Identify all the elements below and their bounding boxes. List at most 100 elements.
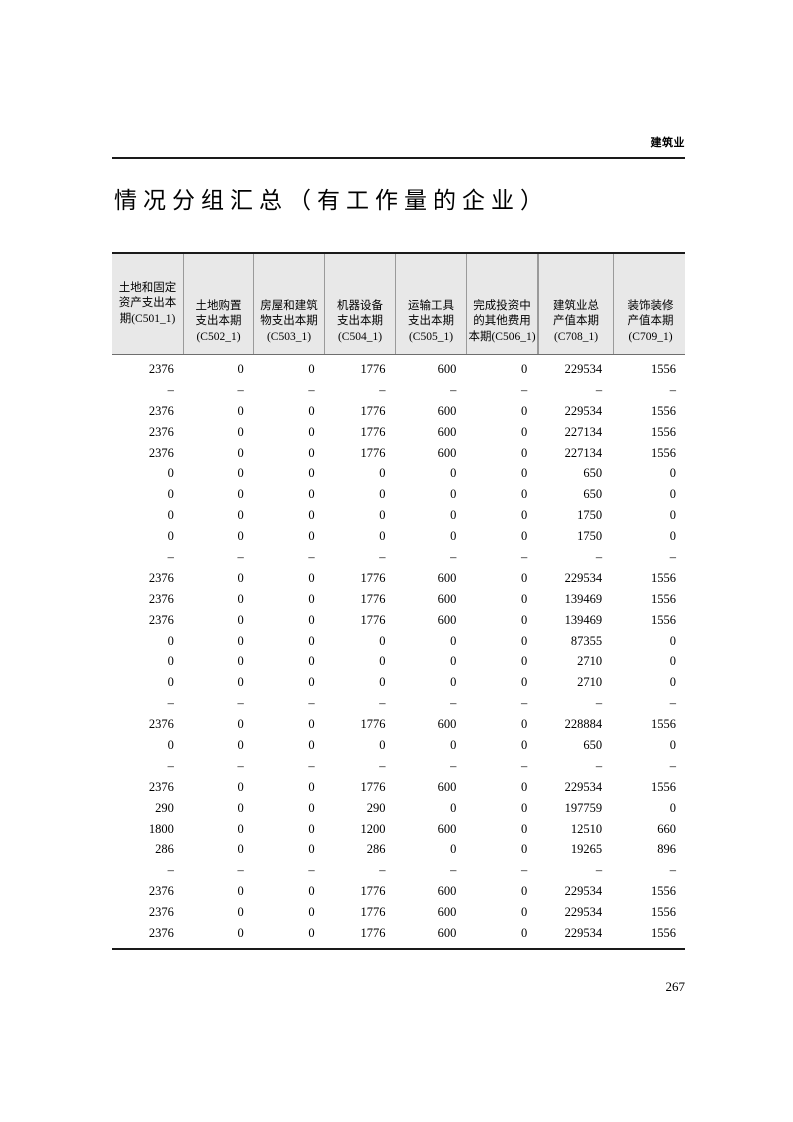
table-row: 2376 0 0 1776 600 0 229534 1556 [112, 902, 685, 923]
table-cell: 0 [308, 654, 315, 669]
table-cell: 650 [583, 466, 603, 481]
header-line: 土地和固定 [118, 281, 177, 294]
page-number: 267 [665, 979, 686, 994]
table-cell: 0 [669, 466, 676, 481]
table-cell: 0 [521, 445, 528, 460]
table-cell: 0 [237, 842, 244, 857]
table-cell: 0 [308, 508, 315, 523]
table-cell: – [521, 550, 528, 565]
table-cell: – [450, 758, 457, 773]
table-cell: – [669, 863, 676, 878]
page-title: 情况分组汇总（有工作量的企业） [114, 188, 549, 213]
table-cell: 600 [437, 424, 457, 439]
table-cell: 2376 [148, 612, 174, 627]
table-cell: 1556 [651, 717, 676, 732]
table-cell: 290 [155, 800, 174, 815]
header-line: 支出本期 [195, 315, 242, 327]
table-cell: 0 [450, 466, 457, 481]
header-line: 的其他费用 [473, 315, 531, 327]
header-line: 装饰装修 [627, 299, 674, 312]
table-cell: – [167, 758, 174, 773]
table-cell: 0 [237, 570, 244, 585]
table-cell: 600 [437, 779, 457, 794]
table-cell: 0 [669, 529, 676, 544]
table-row: 2376 0 0 1776 600 0 229534 1556 [112, 568, 685, 589]
table-cell: 0 [521, 403, 528, 418]
table-cell: – [167, 696, 174, 711]
table-row: 0 0 0 0 0 0 650 0 [112, 735, 685, 756]
table-row: 0 0 0 0 0 0 2710 0 [112, 651, 685, 672]
table-cell: 0 [669, 633, 676, 648]
table-cell: 600 [437, 570, 457, 585]
table-cell: 1556 [651, 612, 676, 627]
table-row: – – – – – – – – [112, 547, 685, 568]
header-line: 产值本期 [553, 315, 599, 327]
table-cell: 1556 [651, 591, 676, 606]
table-cell: 286 [366, 842, 386, 857]
table-cell: 0 [521, 884, 528, 899]
table-cell: 1556 [651, 779, 676, 794]
table-cell: 0 [379, 487, 386, 502]
table-cell: 0 [450, 487, 457, 502]
table-cell: 0 [450, 800, 457, 815]
table-cell: 1750 [577, 508, 603, 523]
table-cell: – [669, 696, 676, 711]
table-cell: 0 [308, 821, 315, 836]
table-cell: 600 [437, 926, 457, 941]
table-cell: – [237, 550, 244, 565]
table-cell: 2376 [148, 403, 174, 418]
table-row: 0 0 0 0 0 0 2710 0 [112, 672, 685, 693]
table-header-row: 土地和固定 资产支出本 期(C501_1) 土地购置 支出本期 (C502_1) 房屋和建筑… [112, 254, 685, 354]
table-cell: 1556 [651, 570, 676, 585]
table-cell: 1556 [651, 905, 676, 920]
table-cell: 0 [308, 842, 315, 857]
table-cell: 0 [237, 633, 244, 648]
table-cell: 197759 [564, 800, 603, 815]
table-cell: 0 [379, 633, 386, 648]
table-row: – – – – – – – – [112, 380, 685, 401]
header-line: 产值本期 [627, 315, 674, 327]
table-cell: 0 [308, 529, 315, 544]
table-cell: – [308, 758, 315, 773]
table-cell: 1776 [360, 403, 386, 418]
table-cell: – [595, 696, 603, 711]
table-cell: – [379, 382, 386, 397]
table-cell: – [237, 758, 244, 773]
table-cell: 0 [450, 738, 457, 753]
table-cell: 0 [521, 738, 528, 753]
header-line: (C503_1) [266, 330, 312, 343]
table-cell: 0 [237, 529, 244, 544]
table-cell: – [450, 863, 457, 878]
table-cell: – [669, 382, 676, 397]
table-cell: 0 [450, 633, 457, 648]
table-cell: 1750 [577, 529, 603, 544]
table-cell: 600 [437, 403, 457, 418]
table-row: 0 0 0 0 0 0 1750 0 [112, 526, 685, 547]
table-cell: 0 [308, 570, 315, 585]
table-cell: 0 [521, 424, 528, 439]
table-cell: 0 [308, 884, 315, 899]
table-row: 2376 0 0 1776 600 0 229534 1556 [112, 923, 685, 944]
table-cell: – [669, 550, 676, 565]
header-line: 资产支出本 [118, 297, 177, 310]
header-line: 本期(C506_1) [468, 330, 536, 343]
table-cell: 1556 [651, 884, 676, 899]
table-cell: 1556 [651, 362, 676, 376]
table-cell: 2376 [148, 884, 174, 899]
table-cell: 1200 [360, 821, 386, 836]
table-cell: 0 [308, 905, 315, 920]
table-cell: 0 [521, 821, 528, 836]
table-row: 0 0 0 0 0 0 1750 0 [112, 505, 685, 526]
table-cell: 0 [237, 905, 244, 920]
table-cell: 2376 [148, 717, 174, 732]
table-cell: 0 [521, 779, 528, 794]
table-cell: 0 [237, 717, 244, 732]
table-cell: 0 [167, 508, 174, 523]
table-cell: 0 [167, 675, 174, 690]
table-cell: – [669, 758, 676, 773]
table-cell: 0 [521, 362, 528, 376]
table-cell: 0 [308, 717, 315, 732]
table-cell: 0 [308, 362, 315, 376]
table-cell: 227134 [564, 445, 603, 460]
table-header-group: 建筑业总 产值本期 (C708_1) 装饰装修 产值本期 (C709_1) [539, 254, 687, 354]
